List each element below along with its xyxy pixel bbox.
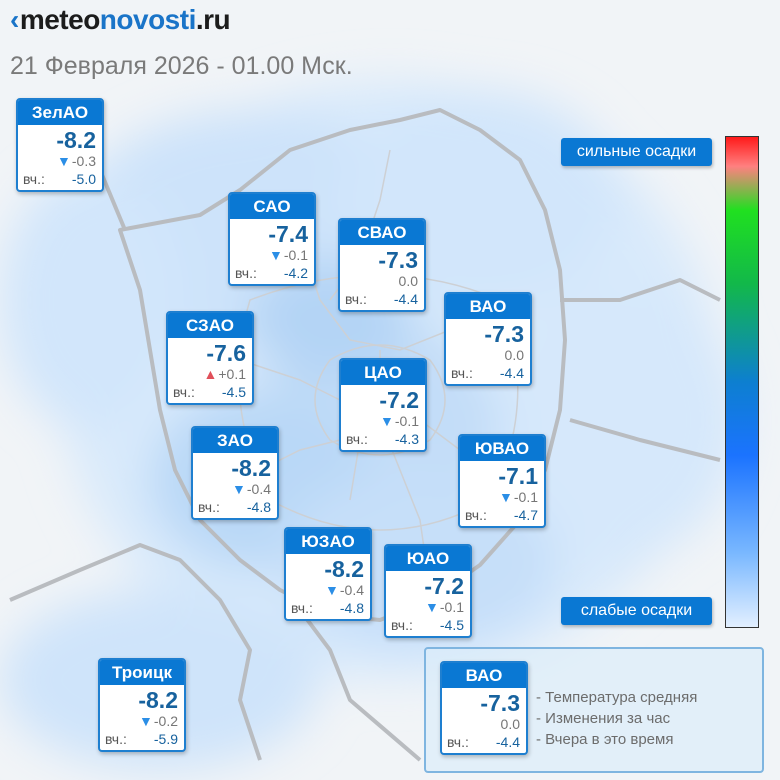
strong-precipitation-label: сильные осадки [561, 138, 712, 166]
district-card-yuzao: ЮЗАО -8.2 ▼-0.4 вч.: -4.8 [284, 527, 372, 621]
logo-text-meteo: meteo [19, 4, 100, 35]
district-yesterday: вч.: -4.8 [198, 499, 271, 515]
district-hourly-change: ▼-0.1 [380, 413, 419, 429]
district-name: ЮВАО [460, 436, 544, 461]
trend-down-icon: ▼ [269, 247, 283, 263]
district-hourly-change: 0.0 [398, 273, 418, 289]
district-name: ВАО [442, 663, 526, 688]
district-temperature: -7.3 [480, 690, 520, 716]
district-card-svao: СВАО -7.3 0.0 вч.: -4.4 [338, 218, 426, 312]
district-name: ЗелАО [18, 100, 102, 125]
district-name: СВАО [340, 220, 424, 245]
legend-sample-card: ВАО -7.3 0.0 вч.: -4.4 [440, 661, 528, 755]
district-temperature: -8.2 [138, 687, 178, 713]
district-card-cao: ЦАО -7.2 ▼-0.1 вч.: -4.3 [339, 358, 427, 452]
district-temperature: -7.2 [424, 573, 464, 599]
district-card-troitsk: Троицк -8.2 ▼-0.2 вч.: -5.9 [98, 658, 186, 752]
district-name: САО [230, 194, 314, 219]
district-hourly-change: 0.0 [500, 716, 520, 732]
trend-down-icon: ▼ [325, 582, 339, 598]
district-card-sao: САО -7.4 ▼-0.1 вч.: -4.2 [228, 192, 316, 286]
trend-down-icon: ▼ [232, 481, 246, 497]
district-hourly-change: ▼-0.2 [139, 713, 178, 729]
district-name: ВАО [446, 294, 530, 319]
district-yesterday: вч.: -4.2 [235, 265, 308, 281]
forecast-datetime: 21 Февраля 2026 - 01.00 Мск. [10, 52, 353, 80]
district-hourly-change: ▼-0.3 [57, 153, 96, 169]
district-temperature: -8.2 [231, 455, 271, 481]
district-card-yuvao: ЮВАО -7.1 ▼-0.1 вч.: -4.7 [458, 434, 546, 528]
district-hourly-change: ▼-0.4 [325, 582, 364, 598]
district-temperature: -7.3 [378, 247, 418, 273]
district-hourly-change: ▼-0.1 [499, 489, 538, 505]
district-temperature: -7.2 [379, 387, 419, 413]
district-temperature: -8.2 [56, 127, 96, 153]
district-hourly-change: ▲+0.1 [203, 366, 247, 382]
district-hourly-change: ▼-0.1 [425, 599, 464, 615]
legend-item-yesterday: - Вчера в это время [536, 731, 674, 748]
trend-down-icon: ▼ [425, 599, 439, 615]
logo-text-domain: .ru [195, 4, 231, 35]
district-temperature: -8.2 [324, 556, 364, 582]
legend-descriptions: - Температура средняя - Изменения за час… [536, 687, 697, 750]
district-hourly-change: ▼-0.4 [232, 481, 271, 497]
legend-item-average-temperature: - Температура средняя [536, 689, 698, 706]
district-yesterday: вч.: -4.8 [291, 600, 364, 616]
district-card-vao: ВАО -7.3 0.0 вч.: -4.4 [444, 292, 532, 386]
logo-mark-icon: ‹ [10, 4, 19, 35]
district-temperature: -7.4 [268, 221, 308, 247]
trend-up-icon: ▲ [203, 366, 218, 382]
precipitation-color-scale [725, 136, 759, 628]
weak-precipitation-label: слабые осадки [561, 597, 712, 625]
district-yesterday: вч.: -4.4 [345, 291, 418, 307]
district-yesterday: вч.: -5.0 [23, 171, 96, 187]
site-logo: ‹meteonovosti.ru [10, 4, 231, 36]
district-temperature: -7.6 [206, 340, 246, 366]
district-hourly-change: 0.0 [504, 347, 524, 363]
district-name: Троицк [100, 660, 184, 685]
district-yesterday: вч.: -4.4 [447, 734, 520, 750]
district-temperature: -7.1 [498, 463, 538, 489]
district-name: ЮАО [386, 546, 470, 571]
district-name: ЦАО [341, 360, 425, 385]
district-card-yuao: ЮАО -7.2 ▼-0.1 вч.: -4.5 [384, 544, 472, 638]
trend-down-icon: ▼ [499, 489, 513, 505]
district-yesterday: вч.: -5.9 [105, 731, 178, 747]
trend-down-icon: ▼ [139, 713, 153, 729]
district-name: ЮЗАО [286, 529, 370, 554]
trend-down-icon: ▼ [57, 153, 71, 169]
district-yesterday: вч.: -4.4 [451, 365, 524, 381]
district-yesterday: вч.: -4.5 [173, 384, 246, 400]
district-temperature: -7.3 [484, 321, 524, 347]
district-yesterday: вч.: -4.5 [391, 617, 464, 633]
district-name: СЗАО [168, 313, 252, 338]
district-card-szao: СЗАО -7.6 ▲+0.1 вч.: -4.5 [166, 311, 254, 405]
district-yesterday: вч.: -4.3 [346, 431, 419, 447]
district-yesterday: вч.: -4.7 [465, 507, 538, 523]
district-card-zelao: ЗелАО -8.2 ▼-0.3 вч.: -5.0 [16, 98, 104, 192]
district-hourly-change: ▼-0.1 [269, 247, 308, 263]
district-name: ЗАО [193, 428, 277, 453]
map-legend: ВАО -7.3 0.0 вч.: -4.4 - Температура сред… [424, 647, 764, 773]
logo-text-novosti: novosti [99, 4, 197, 35]
district-card-zao: ЗАО -8.2 ▼-0.4 вч.: -4.8 [191, 426, 279, 520]
trend-down-icon: ▼ [380, 413, 394, 429]
legend-item-hourly-change: - Изменения за час [536, 710, 671, 727]
